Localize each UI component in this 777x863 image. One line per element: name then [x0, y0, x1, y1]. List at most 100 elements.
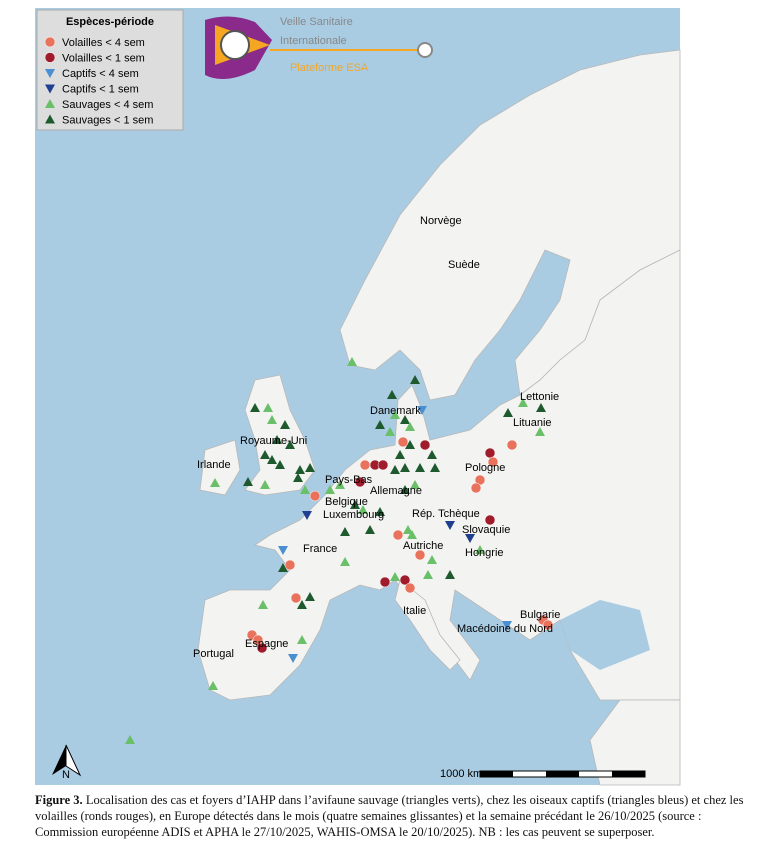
country-label: Pologne	[465, 462, 505, 474]
marker	[250, 403, 260, 412]
marker	[278, 563, 288, 572]
marker	[305, 592, 315, 601]
country-label: Luxembourg	[323, 509, 384, 521]
scale-seg	[612, 771, 645, 777]
country-label: Irlande	[197, 459, 231, 471]
marker	[45, 69, 55, 78]
legend-item: Sauvages < 1 sem	[62, 115, 153, 127]
marker	[375, 420, 385, 429]
marker	[390, 465, 400, 474]
north-arrow-left	[52, 745, 66, 775]
marker	[295, 465, 305, 474]
caption: Figure 3. Localisation des cas et foyers…	[35, 792, 745, 840]
country-label: Slovaquie	[462, 524, 510, 536]
legend-item: Sauvages < 4 sem	[62, 99, 153, 111]
country-label: Lettonie	[520, 391, 559, 403]
legend-item: Volailles < 4 sem	[62, 37, 145, 49]
legend-box	[36, 9, 184, 131]
legend-title: Espèces-période	[66, 16, 154, 28]
marker	[430, 463, 440, 472]
marker	[300, 485, 310, 494]
country-label: Norvège	[420, 215, 462, 227]
marker	[272, 435, 282, 444]
marker	[210, 478, 220, 487]
marker	[359, 459, 371, 471]
marker	[275, 460, 285, 469]
marker	[340, 527, 350, 536]
marker	[284, 559, 296, 571]
country-label: Allemagne	[370, 485, 422, 497]
marker	[45, 114, 55, 124]
marker	[419, 439, 431, 451]
marker	[427, 555, 437, 564]
country-labels: Norvège Suède Lettonie Lituanie Danemark Roya…	[193, 215, 560, 660]
marker	[427, 450, 437, 459]
marker	[290, 592, 302, 604]
marker	[399, 574, 411, 586]
marker	[405, 422, 415, 431]
marker	[414, 549, 426, 561]
country-label: Suède	[448, 259, 480, 271]
legend-item: Captifs < 1 sem	[62, 84, 139, 96]
marker	[415, 463, 425, 472]
marker	[503, 408, 513, 417]
country-label: Portugal	[193, 648, 234, 660]
marker	[475, 545, 485, 554]
marker	[335, 480, 345, 489]
marker	[407, 530, 417, 539]
marker	[256, 642, 268, 654]
country-label: Hongrie	[465, 547, 504, 559]
marker	[243, 477, 253, 486]
legend-item: Volailles < 1 sem	[62, 53, 145, 65]
marker	[465, 534, 475, 543]
marker	[390, 572, 400, 581]
country-label: Autriche	[403, 540, 443, 552]
country-label: Pays-Bas	[325, 474, 373, 486]
land	[197, 49, 681, 786]
marker	[297, 600, 307, 609]
marker	[260, 480, 270, 489]
marker	[423, 570, 433, 579]
marker	[267, 415, 277, 424]
marker	[288, 654, 298, 663]
marker	[377, 459, 389, 471]
markers	[125, 357, 554, 744]
caption-label: Figure 3.	[35, 793, 83, 807]
marker	[535, 427, 545, 436]
caption-text: Localisation des cas et foyers d’IAHP da…	[35, 793, 744, 839]
marker	[260, 450, 270, 459]
logo-text: Plateforme ESA	[290, 62, 369, 74]
marker	[340, 557, 350, 566]
marker	[392, 529, 404, 541]
marker	[403, 525, 413, 534]
marker	[487, 456, 499, 468]
marker	[395, 450, 405, 459]
marker	[44, 52, 56, 63]
marker	[410, 375, 420, 384]
marker	[347, 357, 357, 366]
marker	[445, 570, 455, 579]
scale-seg	[480, 771, 513, 777]
country-label: Royaume-Uni	[240, 435, 307, 447]
country-label: Rép. Tchèque	[412, 508, 480, 520]
black-sea	[560, 600, 650, 670]
marker	[397, 436, 409, 448]
country-label: Belgique	[325, 496, 368, 508]
marker	[404, 582, 416, 594]
marker	[484, 447, 496, 459]
marker	[518, 398, 528, 407]
marker	[354, 476, 366, 488]
marker	[536, 403, 546, 412]
country-label: France	[303, 543, 337, 555]
marker	[267, 455, 277, 464]
country-label: Macédoine du Nord	[457, 623, 553, 635]
logo: Veille Sanitaire Internationale Platefor…	[205, 16, 433, 80]
scale-bar: 1000 km	[440, 768, 646, 780]
scale-text: 1000 km	[440, 768, 482, 780]
country-label: Lituanie	[513, 417, 552, 429]
marker	[390, 410, 400, 419]
marker	[375, 507, 385, 516]
marker	[45, 84, 55, 94]
logo-eye	[417, 42, 433, 58]
